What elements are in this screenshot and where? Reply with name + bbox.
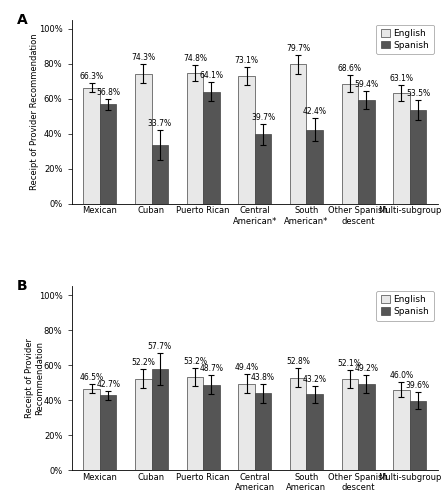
Bar (255, 134, 271, 203)
Bar (358, 384, 375, 470)
Text: 52.8%: 52.8% (286, 357, 310, 366)
Bar (152, 144, 168, 204)
Bar (203, 385, 219, 470)
Text: 68.6%: 68.6% (338, 64, 362, 73)
Text: 74.3%: 74.3% (131, 53, 156, 62)
Bar (100, 104, 116, 204)
Bar (342, 84, 358, 204)
Bar (342, 379, 358, 470)
Text: 46.0%: 46.0% (389, 370, 413, 380)
Bar (409, 400, 426, 470)
Text: 57.7%: 57.7% (148, 342, 172, 351)
Text: 53.5%: 53.5% (406, 90, 430, 98)
Legend: English, Spanish: English, Spanish (376, 291, 434, 320)
Bar (203, 92, 219, 204)
Text: 53.2%: 53.2% (183, 357, 207, 366)
Text: 52.2%: 52.2% (131, 358, 155, 367)
Text: 64.1%: 64.1% (199, 71, 224, 80)
Bar (290, 64, 306, 203)
Text: 43.2%: 43.2% (303, 374, 327, 384)
Text: A: A (17, 12, 27, 26)
Text: 56.8%: 56.8% (96, 88, 120, 97)
Bar (135, 74, 152, 204)
Bar (100, 396, 116, 470)
Bar (393, 390, 409, 470)
Bar (409, 110, 426, 204)
Text: 48.7%: 48.7% (199, 364, 224, 373)
Text: 79.7%: 79.7% (286, 44, 310, 52)
Bar (306, 130, 323, 204)
Text: 66.3%: 66.3% (80, 72, 104, 81)
Y-axis label: Receipt of Provider
Recommendation: Receipt of Provider Recommendation (25, 338, 44, 418)
Bar (135, 378, 152, 470)
Text: 39.6%: 39.6% (406, 381, 430, 390)
Bar (152, 369, 168, 470)
Text: 46.5%: 46.5% (80, 373, 104, 382)
Text: 42.7%: 42.7% (96, 380, 120, 389)
Text: 73.1%: 73.1% (235, 56, 258, 65)
Bar (238, 76, 255, 204)
Bar (84, 88, 100, 204)
Text: 63.1%: 63.1% (389, 74, 413, 84)
Bar (84, 388, 100, 470)
Bar (358, 100, 375, 204)
Legend: English, Spanish: English, Spanish (376, 24, 434, 54)
Text: 43.8%: 43.8% (251, 372, 275, 382)
Text: 52.1%: 52.1% (338, 359, 362, 368)
Text: 39.7%: 39.7% (251, 112, 275, 122)
Text: 49.2%: 49.2% (354, 364, 378, 373)
Bar (187, 377, 203, 470)
Bar (238, 384, 255, 470)
Text: 42.4%: 42.4% (303, 107, 327, 116)
Text: 59.4%: 59.4% (354, 80, 378, 89)
Text: 74.8%: 74.8% (183, 54, 207, 63)
Bar (290, 378, 306, 470)
Bar (393, 94, 409, 204)
Text: 49.4%: 49.4% (235, 363, 259, 372)
Bar (255, 394, 271, 470)
Bar (187, 73, 203, 204)
Bar (306, 394, 323, 470)
Y-axis label: Receipt of Provider Recommendation: Receipt of Provider Recommendation (30, 34, 39, 190)
Text: 33.7%: 33.7% (148, 119, 172, 128)
Text: B: B (17, 279, 27, 293)
